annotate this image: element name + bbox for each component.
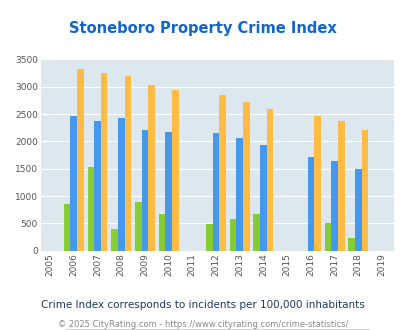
Bar <box>324 223 330 251</box>
Bar <box>260 145 266 251</box>
Bar <box>148 85 154 251</box>
Bar <box>94 121 100 251</box>
Bar <box>87 167 94 251</box>
Bar <box>337 121 344 251</box>
Text: Stoneboro Property Crime Index: Stoneboro Property Crime Index <box>69 21 336 36</box>
Bar <box>354 169 361 251</box>
Bar <box>206 224 212 251</box>
Bar <box>171 90 178 251</box>
Bar <box>100 73 107 251</box>
Bar <box>77 69 83 251</box>
Bar <box>141 130 148 251</box>
Bar <box>212 133 219 251</box>
Bar <box>229 218 236 251</box>
Bar <box>165 132 171 251</box>
Bar <box>64 204 70 251</box>
Bar <box>158 214 165 251</box>
Bar <box>134 202 141 251</box>
Bar <box>361 130 367 251</box>
Legend: Stoneboro, Pennsylvania, National: Stoneboro, Pennsylvania, National <box>65 329 368 330</box>
Text: © 2025 CityRating.com - https://www.cityrating.com/crime-statistics/: © 2025 CityRating.com - https://www.city… <box>58 319 347 329</box>
Bar <box>219 95 226 251</box>
Bar <box>307 157 313 251</box>
Bar <box>70 116 77 251</box>
Bar <box>243 102 249 251</box>
Text: Crime Index corresponds to incidents per 100,000 inhabitants: Crime Index corresponds to incidents per… <box>41 300 364 310</box>
Bar <box>266 109 273 251</box>
Bar <box>124 76 131 251</box>
Bar <box>313 116 320 251</box>
Bar <box>111 229 117 251</box>
Bar <box>347 238 354 251</box>
Bar <box>253 214 260 251</box>
Bar <box>330 161 337 251</box>
Bar <box>117 118 124 251</box>
Bar <box>236 138 243 251</box>
